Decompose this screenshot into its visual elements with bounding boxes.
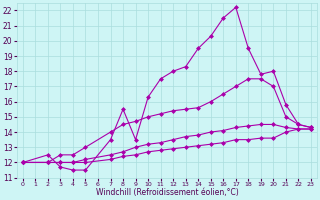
X-axis label: Windchill (Refroidissement éolien,°C): Windchill (Refroidissement éolien,°C) [96,188,238,197]
